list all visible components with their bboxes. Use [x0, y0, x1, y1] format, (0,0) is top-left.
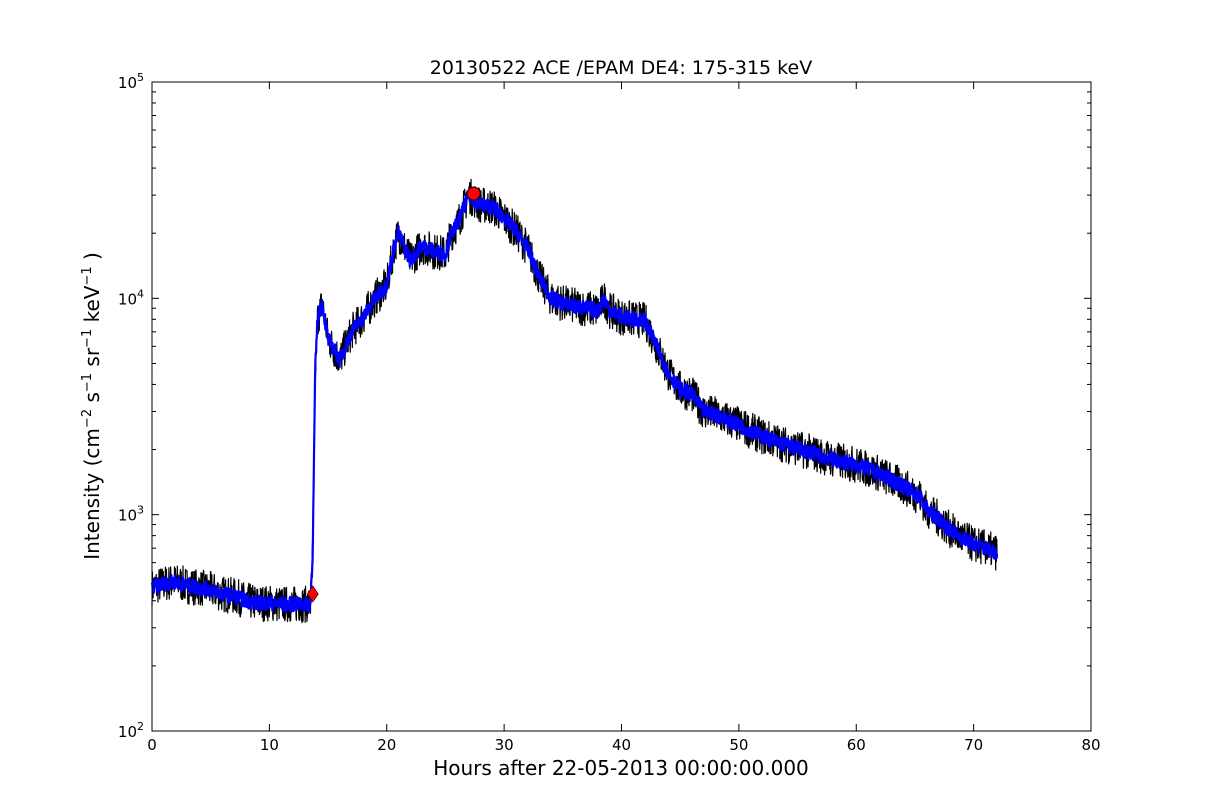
plot-markers: [306, 186, 481, 603]
x-axis-label: Hours after 22-05-2013 00:00:00.000: [433, 756, 809, 780]
onset-marker: [306, 585, 319, 603]
y-tick-label: 103: [118, 504, 144, 525]
y-tick-label: 102: [118, 720, 144, 741]
x-tick-label: 30: [495, 736, 514, 754]
x-tick-label: 0: [147, 736, 157, 754]
x-tick-label: 70: [964, 736, 983, 754]
y-tick-label: 105: [118, 71, 144, 92]
x-tick-label: 80: [1081, 736, 1100, 754]
plot-frame: [151, 81, 1092, 732]
x-tick-label: 60: [847, 736, 866, 754]
peak-marker: [466, 186, 481, 201]
x-tick-label: 10: [260, 736, 279, 754]
y-axis-label: Intensity (cm−2 s−1 sr−1 keV−1 ): [80, 252, 104, 560]
x-tick-label: 50: [729, 736, 748, 754]
chart-title: 20130522 ACE /EPAM DE4: 175-315 keV: [430, 57, 812, 79]
smoothed-intensity-line: [150, 187, 999, 613]
y-tick-label: 104: [118, 287, 144, 308]
x-axis-ticks: 0 10 20 30 40 50 60 70 80: [147, 82, 1101, 754]
plot-series: [150, 178, 999, 624]
x-tick-label: 40: [612, 736, 631, 754]
x-tick-label: 20: [377, 736, 396, 754]
y-axis-ticks: 102 103 104 105: [118, 71, 1091, 741]
